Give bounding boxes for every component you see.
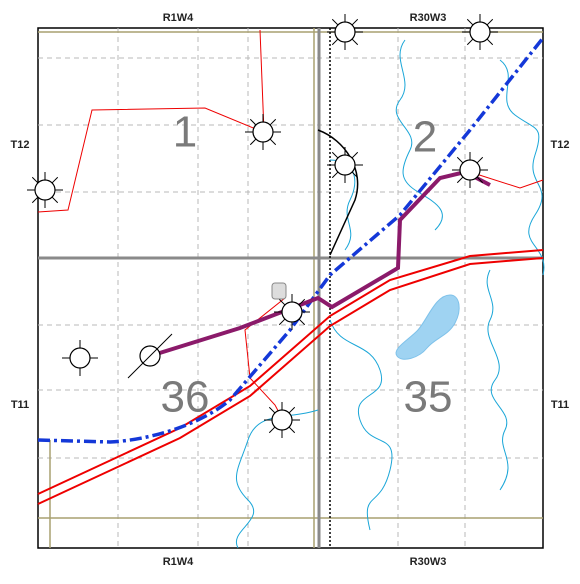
- well-ticks: [264, 402, 300, 438]
- map-frame: [37, 27, 544, 549]
- well-circle: [34, 179, 56, 201]
- township-label: T11: [551, 399, 569, 411]
- township-boundary: [38, 28, 543, 548]
- grid-horizontals: [38, 57, 543, 459]
- well-circle: [469, 21, 491, 43]
- well-ticks: [27, 172, 63, 208]
- range-label: R1W4: [163, 12, 194, 24]
- township-label: T12: [11, 139, 30, 151]
- well-circle: [334, 154, 356, 176]
- well-ticks: [327, 147, 363, 183]
- well-symbol: [127, 333, 173, 379]
- gathering-line: [149, 169, 491, 358]
- well-ticks: [62, 340, 98, 376]
- well-ticks: [327, 14, 363, 50]
- well-ticks: [274, 294, 310, 330]
- range-label: R30W3: [410, 12, 447, 24]
- well-symbol: [327, 147, 363, 183]
- well-symbol: [264, 402, 300, 438]
- range-label: R1W4: [163, 556, 194, 568]
- section-number: 36: [161, 373, 210, 422]
- well-symbol: [62, 340, 98, 376]
- pipeline: [469, 171, 544, 189]
- well-symbol: [327, 14, 363, 50]
- section-number: 1: [173, 108, 197, 157]
- well-symbol: [452, 152, 488, 188]
- creek: [499, 59, 545, 276]
- section-number: 2: [413, 113, 437, 162]
- creek: [395, 39, 443, 231]
- flowline: [37, 36, 545, 444]
- wells: [27, 14, 498, 438]
- well-symbol: [245, 114, 281, 150]
- well-ticks: [245, 114, 281, 150]
- road-allowances: [38, 28, 543, 548]
- creek: [329, 319, 393, 531]
- well-ticks: [452, 152, 488, 188]
- well-ticks: [127, 333, 173, 379]
- well-symbol: [462, 14, 498, 50]
- well-circle: [271, 409, 293, 431]
- township-label: T11: [11, 399, 29, 411]
- well-circle: [459, 159, 481, 181]
- well-symbol: [274, 294, 310, 330]
- township-label: T12: [551, 139, 570, 151]
- well-symbol: [27, 172, 63, 208]
- creek: [486, 269, 509, 491]
- well-circle: [252, 121, 274, 143]
- highway-edge: [37, 257, 544, 505]
- well-circle: [281, 301, 303, 323]
- tank: [271, 282, 287, 300]
- section-grid: [38, 28, 543, 548]
- well-circle: [334, 21, 356, 43]
- well-circle: [69, 347, 91, 369]
- lake: [395, 294, 460, 360]
- olive-lines: [38, 28, 543, 548]
- well-ticks: [462, 14, 498, 50]
- section-number: 35: [404, 373, 453, 422]
- range-label: R30W3: [410, 556, 447, 568]
